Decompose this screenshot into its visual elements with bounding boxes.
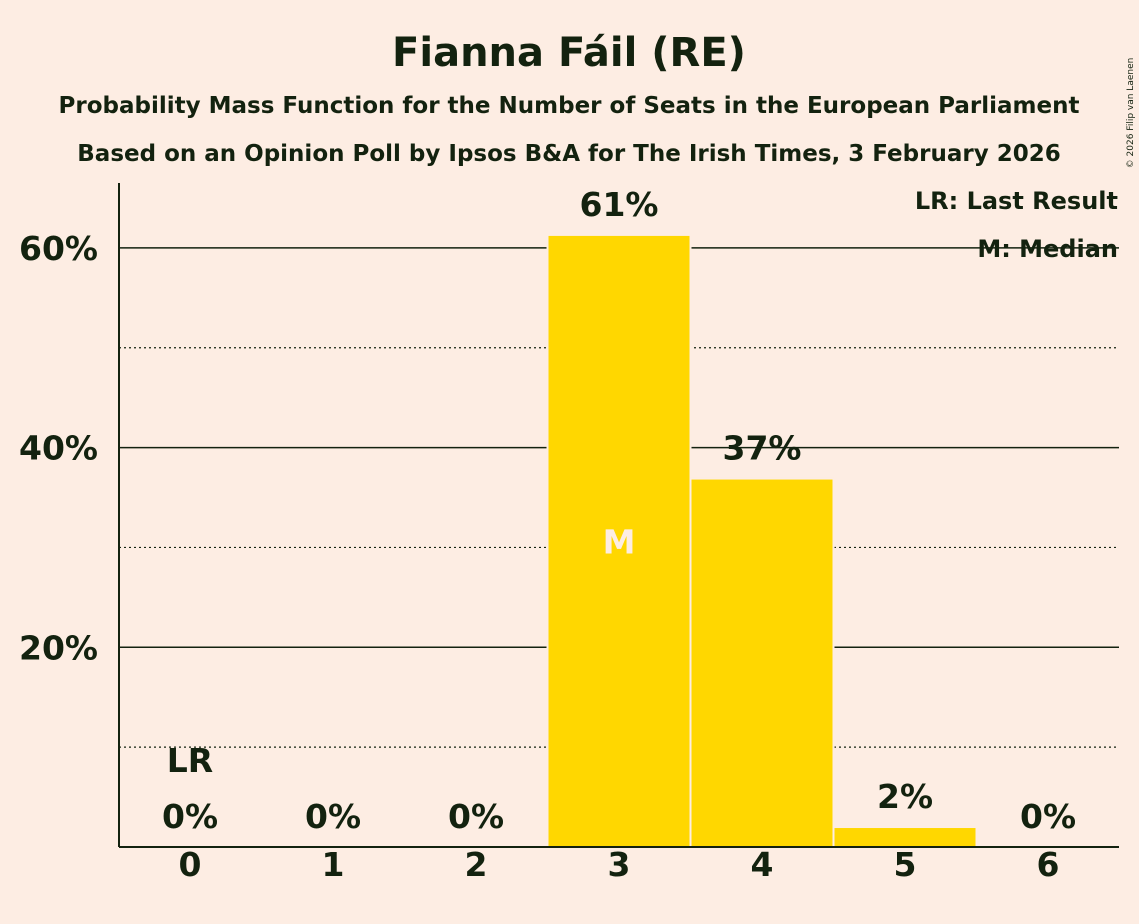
- y-tick-label: 60%: [19, 229, 98, 268]
- x-tick-label: 3: [608, 845, 631, 884]
- value-label: 2%: [877, 777, 933, 816]
- value-label: 0%: [448, 797, 504, 836]
- chart-subtitle-source: Based on an Opinion Poll by Ipsos B&A fo…: [77, 141, 1060, 167]
- bar: [691, 479, 833, 847]
- value-label: 0%: [1020, 797, 1076, 836]
- x-tick-label: 1: [322, 845, 345, 884]
- legend-median: M: Median: [977, 235, 1118, 263]
- y-tick-label: 20%: [19, 628, 98, 667]
- legend-last-result: LR: Last Result: [915, 187, 1118, 215]
- x-tick-label: 0: [179, 845, 202, 884]
- x-tick-label: 2: [465, 845, 488, 884]
- y-tick-label: 40%: [19, 429, 98, 468]
- bars: [546, 233, 978, 848]
- value-label: 61%: [580, 185, 659, 224]
- data-labels: 0% 0% 0% 61% 37% 2% 0% LR M: [162, 185, 1076, 836]
- value-label: 0%: [162, 797, 218, 836]
- bar: [834, 828, 976, 847]
- axes: 20% 40% 60% 0 1 2 3 4 5 6: [19, 183, 1119, 884]
- chart-title: Fianna Fáil (RE): [392, 30, 746, 76]
- copyright-notice: © 2026 Filip van Laenen: [1126, 58, 1136, 169]
- value-label: 0%: [305, 797, 361, 836]
- legend: LR: Last Result M: Median: [915, 187, 1118, 263]
- x-tick-label: 6: [1037, 845, 1060, 884]
- x-tick-label: 5: [894, 845, 917, 884]
- bar: [548, 235, 690, 848]
- x-tick-label: 4: [751, 845, 774, 884]
- chart-subtitle: Probability Mass Function for the Number…: [59, 93, 1080, 119]
- value-label: 37%: [723, 429, 802, 468]
- last-result-marker: LR: [167, 741, 213, 780]
- median-marker: M: [603, 522, 636, 561]
